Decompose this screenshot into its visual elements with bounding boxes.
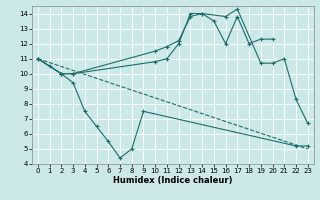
X-axis label: Humidex (Indice chaleur): Humidex (Indice chaleur) (113, 176, 233, 185)
